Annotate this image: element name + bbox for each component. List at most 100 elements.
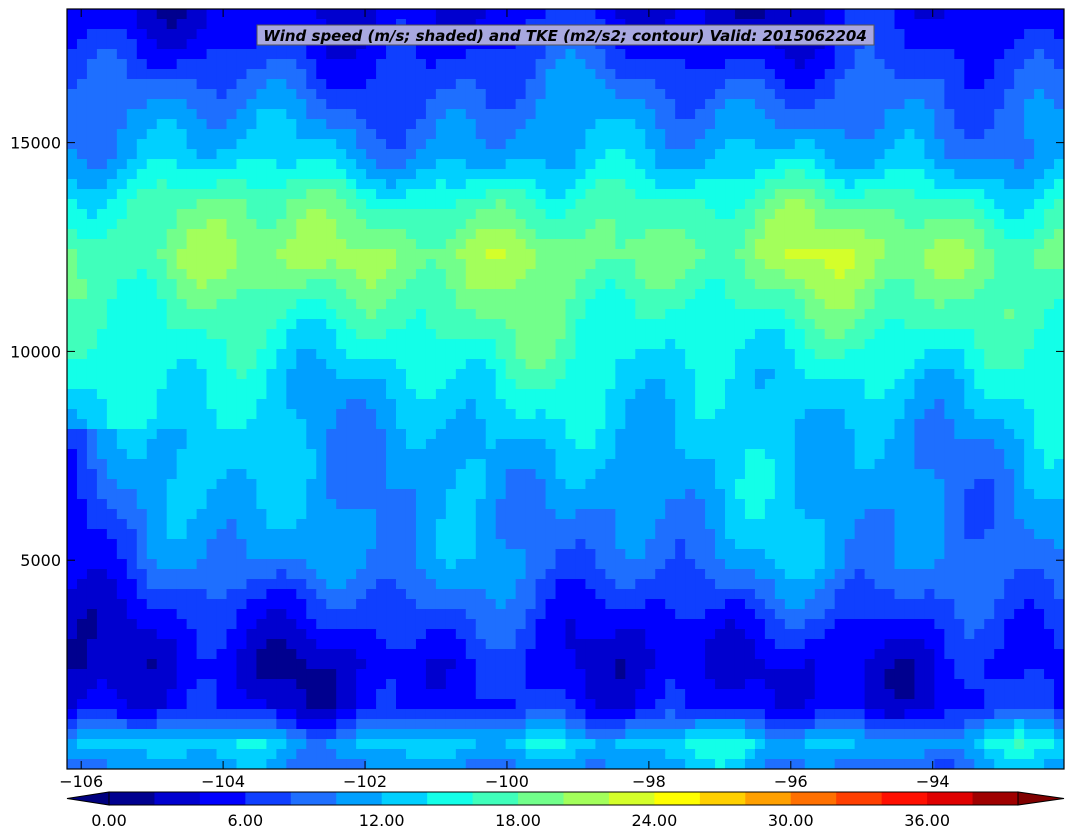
field-cell	[754, 429, 766, 440]
field-cell	[246, 499, 258, 510]
field-cell	[176, 19, 188, 30]
field-cell	[415, 229, 427, 240]
field-cell	[744, 19, 756, 30]
field-cell	[954, 239, 965, 250]
field-cell	[206, 439, 218, 450]
field-cell	[655, 469, 666, 480]
field-cell	[934, 359, 945, 370]
field-cell	[425, 479, 437, 490]
field-cell	[754, 359, 766, 370]
field-cell	[625, 89, 636, 100]
field-cell	[874, 159, 886, 170]
field-cell	[156, 149, 168, 160]
field-cell	[844, 449, 856, 460]
field-cell	[67, 119, 78, 130]
field-cell	[356, 399, 367, 410]
field-cell	[186, 229, 198, 240]
field-cell	[695, 369, 706, 380]
field-cell	[834, 189, 846, 200]
field-cell	[934, 19, 945, 30]
field-cell	[924, 289, 935, 300]
field-cell	[1044, 239, 1055, 250]
field-cell	[764, 239, 776, 250]
field-cell	[1024, 359, 1035, 370]
field-cell	[605, 169, 616, 180]
field-cell	[665, 209, 676, 220]
field-cell	[136, 39, 148, 50]
field-cell	[216, 389, 228, 400]
field-cell	[655, 339, 666, 350]
field-cell	[934, 69, 945, 80]
field-cell	[705, 159, 716, 170]
field-cell	[934, 449, 945, 460]
field-cell	[535, 299, 547, 310]
field-cell	[146, 399, 158, 410]
field-cell	[545, 409, 557, 420]
field-cell	[67, 329, 78, 340]
field-cell	[465, 179, 477, 190]
field-cell	[475, 439, 487, 450]
field-cell	[864, 259, 876, 270]
field-cell	[914, 399, 926, 410]
field-cell	[86, 369, 98, 380]
field-cell	[1004, 359, 1015, 370]
field-cell	[685, 149, 696, 160]
field-cell	[645, 379, 656, 390]
field-cell	[86, 39, 98, 50]
field-cell	[824, 59, 836, 70]
field-cell	[126, 499, 138, 510]
field-cell	[874, 9, 886, 20]
field-cell	[545, 219, 557, 230]
field-cell	[126, 349, 138, 360]
field-cell	[615, 499, 626, 510]
field-cell	[954, 479, 965, 490]
field-cell	[635, 359, 646, 370]
field-cell	[705, 229, 716, 240]
field-cell	[605, 349, 616, 360]
field-cell	[386, 99, 397, 110]
field-cell	[964, 469, 975, 480]
field-cell	[695, 199, 706, 210]
field-cell	[96, 469, 108, 480]
field-cell	[495, 489, 507, 500]
field-cell	[944, 179, 955, 190]
field-cell	[784, 359, 796, 370]
field-cell	[844, 479, 856, 490]
field-cell	[665, 79, 676, 90]
field-cell	[774, 49, 786, 60]
field-cell	[1014, 499, 1025, 510]
field-cell	[106, 119, 118, 130]
field-cell	[725, 99, 736, 110]
field-cell	[665, 219, 676, 230]
field-cell	[326, 269, 337, 280]
field-cell	[635, 79, 646, 90]
field-cell	[555, 139, 567, 150]
field-cell	[1014, 459, 1025, 470]
field-cell	[655, 389, 666, 400]
field-cell	[176, 299, 188, 310]
field-cell	[824, 139, 836, 150]
field-cell	[296, 189, 307, 200]
field-cell	[814, 399, 826, 410]
field-cell	[455, 119, 467, 130]
field-cell	[734, 109, 746, 120]
field-cell	[675, 479, 686, 490]
field-cell	[196, 199, 208, 210]
field-cell	[485, 249, 497, 260]
field-cell	[495, 449, 507, 460]
field-cell	[695, 139, 706, 150]
field-cell	[146, 449, 158, 460]
field-cell	[226, 179, 238, 190]
field-cell	[535, 339, 547, 350]
field-cell	[67, 109, 78, 120]
field-cell	[585, 9, 597, 20]
field-cell	[336, 199, 347, 210]
field-cell	[525, 309, 537, 320]
field-cell	[545, 159, 557, 170]
field-cell	[665, 19, 676, 30]
field-cell	[565, 99, 577, 110]
field-cell	[525, 69, 537, 80]
field-cell	[844, 309, 856, 320]
field-cell	[904, 459, 916, 470]
field-cell	[994, 9, 1005, 20]
